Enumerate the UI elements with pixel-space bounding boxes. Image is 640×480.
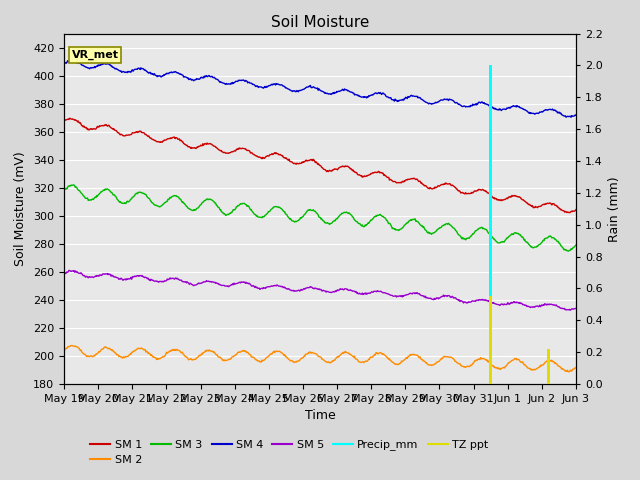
- Bar: [547, 349, 550, 384]
- Bar: [490, 65, 492, 384]
- Y-axis label: Soil Moisture (mV): Soil Moisture (mV): [15, 151, 28, 266]
- X-axis label: Time: Time: [305, 409, 335, 422]
- Text: VR_met: VR_met: [72, 50, 118, 60]
- Y-axis label: Rain (mm): Rain (mm): [609, 176, 621, 241]
- Title: Soil Moisture: Soil Moisture: [271, 15, 369, 30]
- Legend: SM 1, SM 2, SM 3, SM 4, SM 5, Precip_mm, TZ ppt: SM 1, SM 2, SM 3, SM 4, SM 5, Precip_mm,…: [86, 435, 493, 469]
- Bar: [490, 296, 492, 384]
